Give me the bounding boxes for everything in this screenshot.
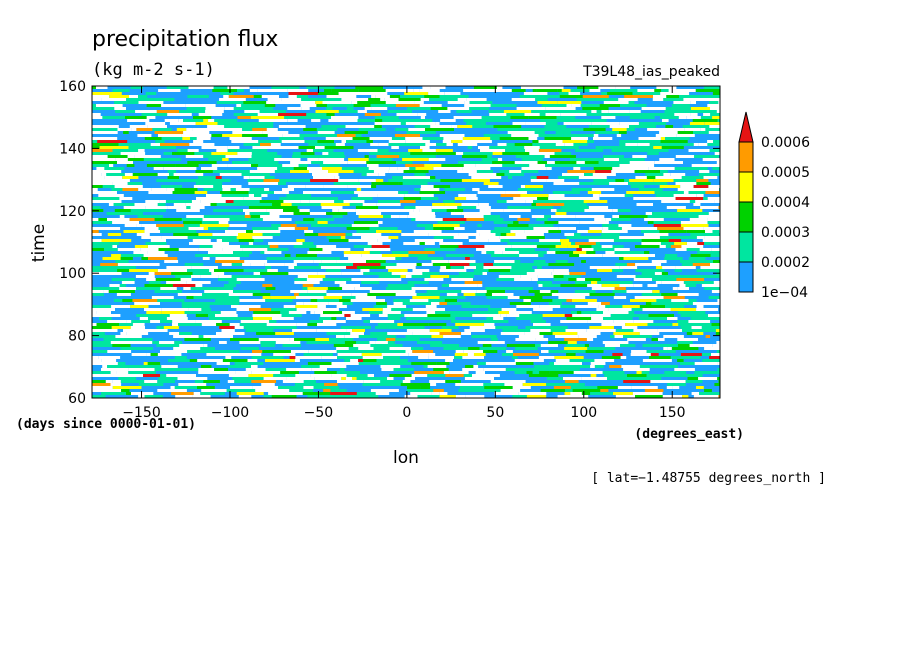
y-axis-label: time xyxy=(29,224,49,262)
heatmap-field xyxy=(92,86,720,398)
x-tick-label: −100 xyxy=(211,405,249,421)
y-tick-label: 80 xyxy=(68,329,86,345)
colorbar-segment xyxy=(738,171,754,203)
x-tick-label: −150 xyxy=(122,405,160,421)
colorbar-segment xyxy=(738,261,754,293)
y-tick-label: 60 xyxy=(68,391,86,407)
colorbar-label: 0.0005 xyxy=(761,165,810,181)
colorbar-segment xyxy=(738,141,754,173)
x-tick-label: 100 xyxy=(570,405,597,421)
y-tick-label: 100 xyxy=(59,266,86,282)
colorbar-label: 1e−04 xyxy=(761,285,808,301)
x-axis: −150 −100 −50 0 50 100 150 xyxy=(122,86,686,421)
x-tick-label: −50 xyxy=(304,405,334,421)
colorbar-label: 0.0004 xyxy=(761,195,810,211)
colorbar-label: 0.0002 xyxy=(761,255,810,271)
x-tick-label: 0 xyxy=(402,405,411,421)
y-axis: 60 80 100 120 140 160 xyxy=(59,79,720,407)
run-label: T39L48_ias_peaked xyxy=(582,64,720,80)
plot-frame xyxy=(91,85,721,399)
x-axis-label: lon xyxy=(393,448,419,468)
x-tick-label: 50 xyxy=(486,405,504,421)
y-tick-label: 140 xyxy=(59,141,86,157)
chart-units: (kg m-2 s-1) xyxy=(92,60,215,80)
y-tick-label: 120 xyxy=(59,204,86,220)
colorbar-label: 0.0006 xyxy=(761,135,810,151)
colorbar: 1e−04 0.0002 0.0003 0.0004 0.0005 0.0006 xyxy=(738,111,810,301)
colorbar-segment xyxy=(738,201,754,233)
x-units: (degrees_east) xyxy=(634,427,744,442)
colorbar-extend-arrow xyxy=(738,111,754,143)
colorbar-label: 0.0003 xyxy=(761,225,810,241)
latitude-footnote: [ lat=−1.48755 degrees_north ] xyxy=(591,471,826,486)
x-tick-label: 150 xyxy=(659,405,686,421)
chart-title: precipitation flux xyxy=(92,27,278,52)
y-tick-label: 160 xyxy=(59,79,86,95)
y-units: (days since 0000-01-01) xyxy=(16,417,196,432)
colorbar-segment xyxy=(738,231,754,263)
